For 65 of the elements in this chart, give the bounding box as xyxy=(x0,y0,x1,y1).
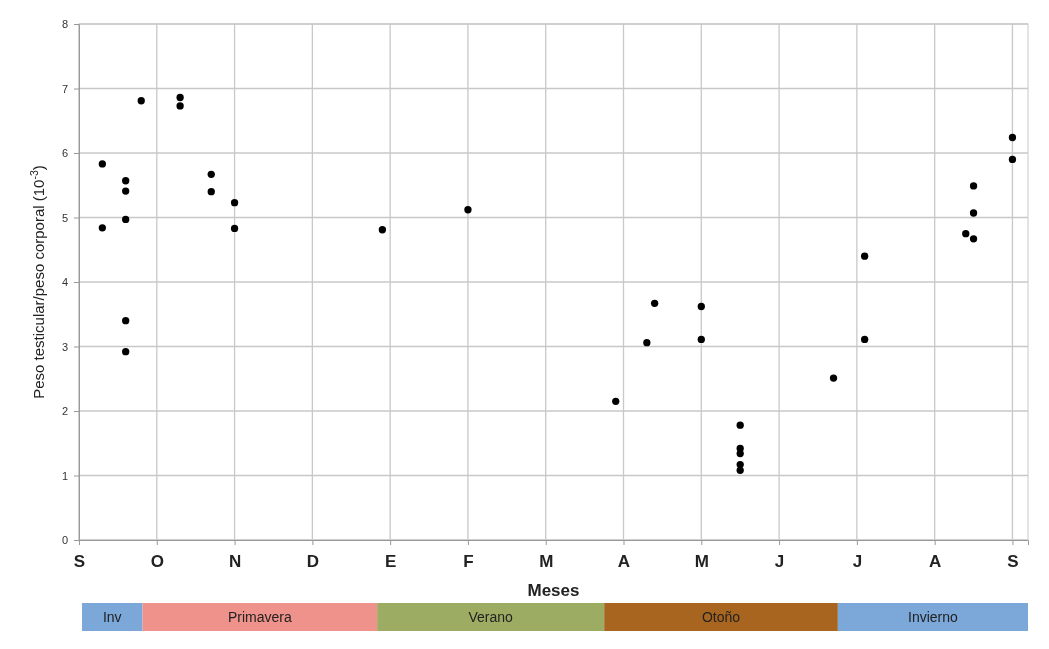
point xyxy=(207,188,215,196)
y-tick-label: 2 xyxy=(61,405,68,418)
y-tick-label: 3 xyxy=(61,340,68,353)
x-tick-label: A xyxy=(617,552,631,572)
point xyxy=(969,209,978,217)
point xyxy=(122,317,130,325)
x-tick-label: O xyxy=(150,552,164,572)
point xyxy=(860,335,869,344)
point xyxy=(122,187,130,195)
series-label: Verano xyxy=(468,609,514,625)
bar xyxy=(142,603,378,631)
point xyxy=(697,302,705,311)
point xyxy=(98,160,106,168)
series-label: Otoño xyxy=(701,609,741,625)
x-tick-label: M xyxy=(539,552,554,572)
y-tick-label: 5 xyxy=(61,211,68,224)
series-label: Primavera xyxy=(227,609,292,625)
point xyxy=(98,224,106,232)
y-tick-label: 4 xyxy=(61,276,68,289)
point xyxy=(207,170,215,178)
series-label: Inv xyxy=(102,609,122,625)
bar xyxy=(377,603,605,631)
point xyxy=(230,199,239,207)
bar xyxy=(604,603,838,631)
x-tick-label: E xyxy=(384,552,397,572)
y-tick-label: 7 xyxy=(61,82,68,95)
x-tick-label: J xyxy=(852,552,863,572)
y-tick-label: 1 xyxy=(61,469,68,482)
x-axis-title: Meses xyxy=(527,581,580,600)
x-tick-label: N xyxy=(228,552,242,572)
point xyxy=(697,335,705,344)
point xyxy=(122,348,130,356)
point xyxy=(122,177,130,185)
x-tick-label: F xyxy=(463,552,474,572)
x-tick-label: A xyxy=(929,552,942,572)
point xyxy=(643,338,651,347)
point xyxy=(969,235,978,243)
x-tick-label: J xyxy=(774,552,785,572)
bar xyxy=(837,603,1028,631)
point xyxy=(122,215,130,224)
point xyxy=(736,421,744,429)
point xyxy=(176,102,184,110)
y-tick-label: 0 xyxy=(61,534,68,547)
x-tick-label: S xyxy=(1007,552,1019,572)
y-tick-label: 8 xyxy=(61,18,68,31)
point xyxy=(860,252,869,260)
point xyxy=(464,206,472,214)
point xyxy=(230,224,239,233)
x-tick-label: D xyxy=(306,552,319,572)
point xyxy=(612,397,620,405)
point xyxy=(969,182,978,190)
point xyxy=(736,466,744,474)
point xyxy=(962,229,970,238)
x-tick-label: S xyxy=(73,552,86,572)
point xyxy=(137,97,145,105)
point xyxy=(829,374,838,382)
point xyxy=(1008,133,1017,142)
x-tick-label: M xyxy=(694,552,709,572)
point xyxy=(1008,155,1017,164)
point xyxy=(176,93,184,102)
bar xyxy=(82,603,143,631)
y-tick-label: 6 xyxy=(61,147,68,160)
point xyxy=(378,226,387,234)
series-label: Invierno xyxy=(908,609,959,625)
point xyxy=(650,299,659,307)
